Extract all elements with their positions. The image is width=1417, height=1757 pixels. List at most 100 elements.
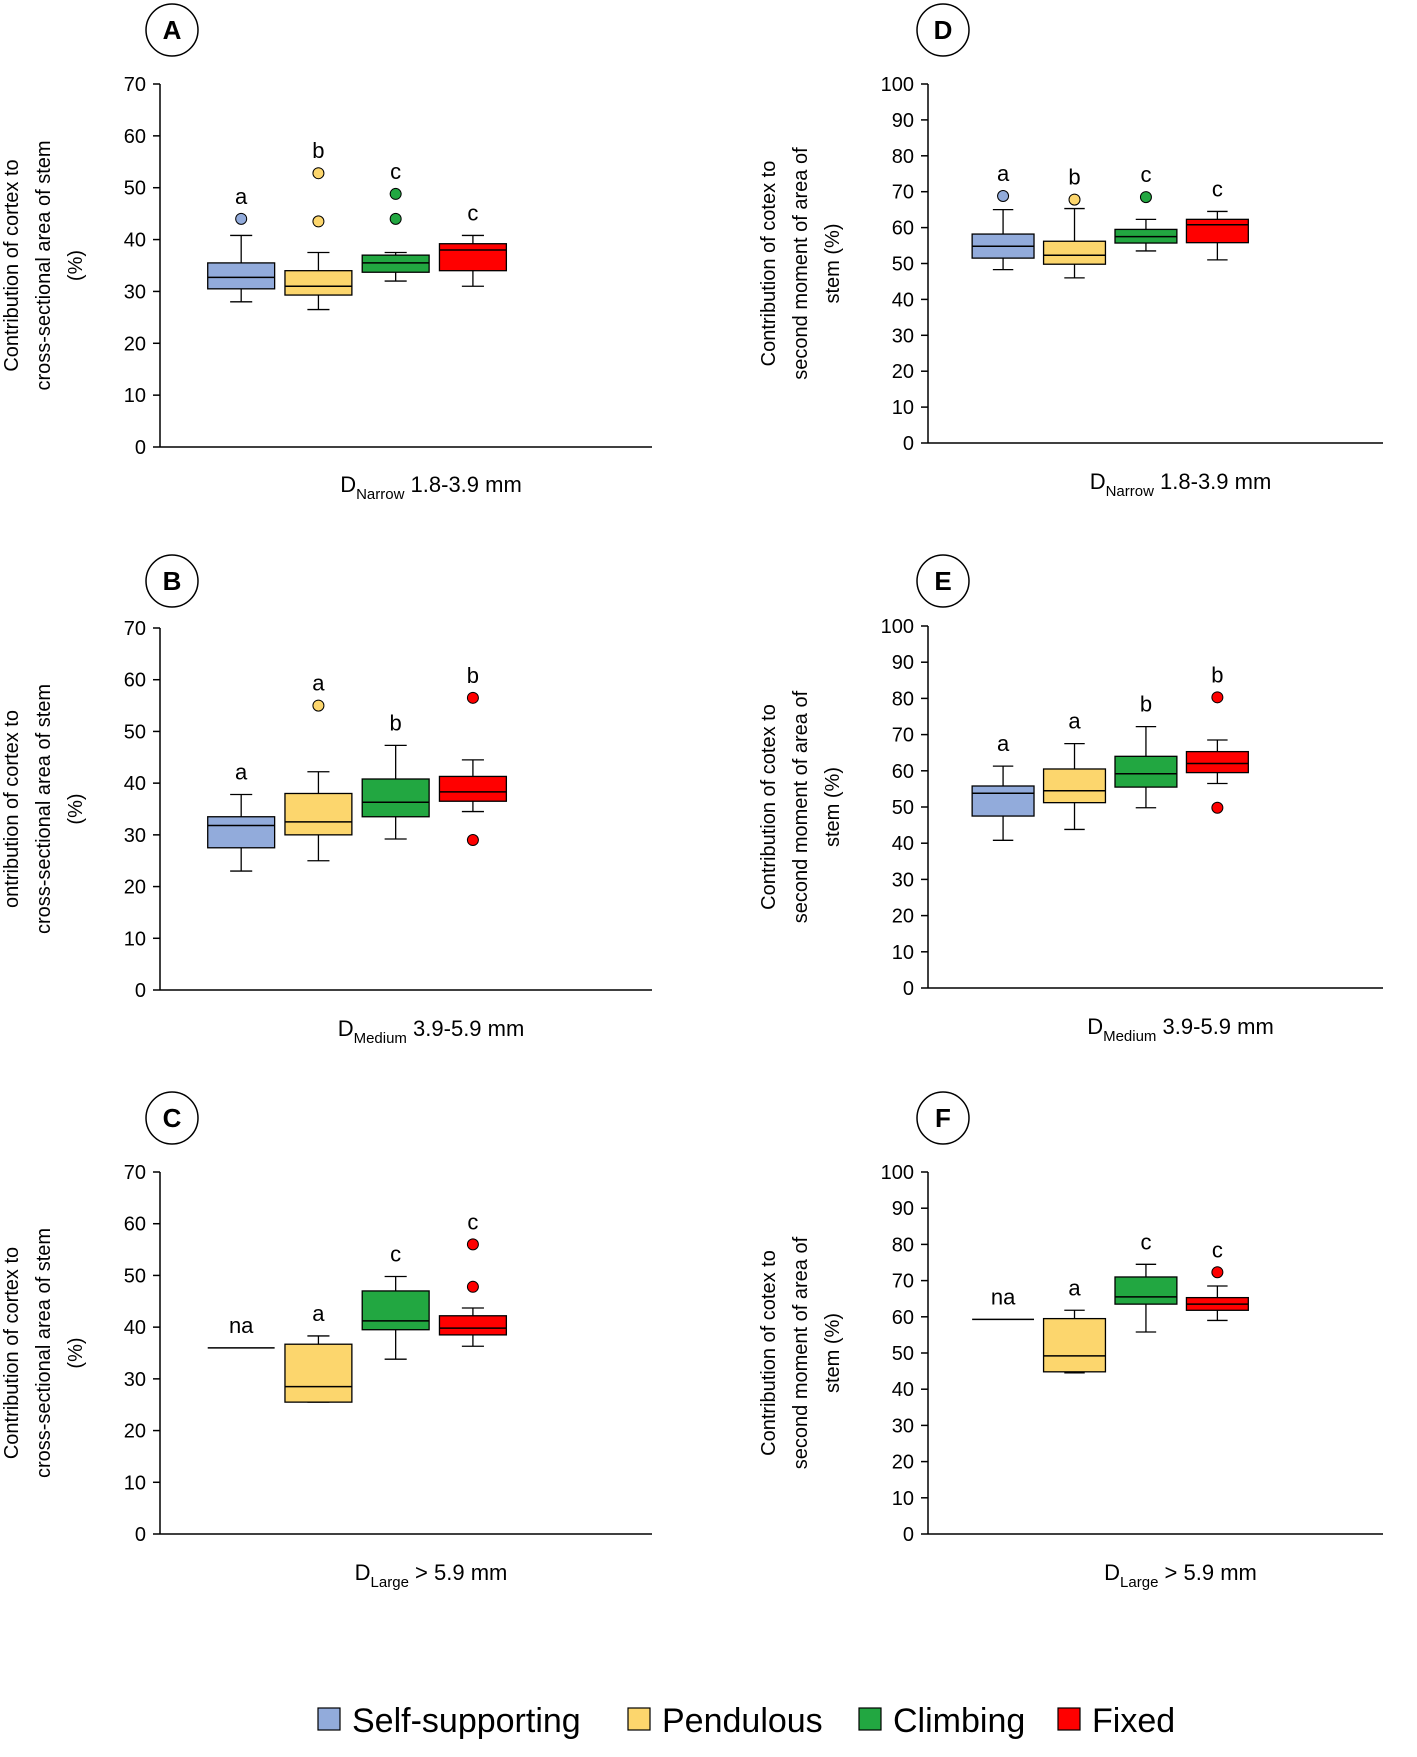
significance-letter: a [1068, 709, 1081, 734]
legend-item-self-supporting: Self-supporting [317, 1702, 581, 1740]
legend-swatch [858, 1707, 882, 1731]
x-axis-label: DMedium 3.9-5.9 mm [1087, 1014, 1274, 1045]
y-axis-label-line: stem (%) [822, 1313, 844, 1393]
y-tick-label: 40 [124, 773, 146, 795]
y-tick-label: 10 [124, 928, 146, 950]
outlier-point [997, 190, 1010, 203]
x-axis-label-subscript: Medium [1103, 1028, 1156, 1045]
iqr-box [361, 778, 430, 818]
x-axis-label: DNarrow 1.8-3.9 mm [340, 472, 522, 503]
y-tick-label: 90 [892, 110, 914, 132]
box-fixed: c [438, 200, 508, 287]
box-climbing: c [1114, 162, 1178, 252]
y-axis-label-line: second moment of area of [790, 690, 812, 923]
y-tick-label: 70 [124, 618, 146, 640]
panel-c: C 0 10 20 30 40 50 60 70 Contribution of cortex t… [1, 1091, 652, 1591]
panel-label-circle [145, 3, 199, 57]
y-tick-label: 0 [135, 980, 146, 1002]
y-tick-label: 20 [892, 361, 914, 383]
iqr-box [1042, 1317, 1107, 1373]
y-tick-label: 80 [892, 146, 914, 168]
x-axis-label: DNarrow 1.8-3.9 mm [1090, 469, 1272, 500]
significance-letter: c [1140, 162, 1151, 187]
y-tick-label: 40 [892, 833, 914, 855]
significance-letter: c [390, 1241, 401, 1266]
y-tick-label: 20 [892, 1452, 914, 1474]
x-axis-label-subscript: Narrow [1106, 483, 1155, 500]
x-axis-label-prefix: D [355, 1560, 371, 1585]
iqr-box [284, 792, 353, 836]
box-fixed: b [438, 663, 508, 847]
y-tick-label: 0 [135, 1524, 146, 1546]
y-tick-label: 30 [892, 1415, 914, 1437]
x-axis-label-prefix: D [1104, 1560, 1120, 1585]
x-axis-label-prefix: D [1090, 469, 1106, 494]
y-tick-label: 30 [892, 869, 914, 891]
significance-letter: a [235, 760, 248, 785]
x-axis-label-subscript: Large [371, 1574, 409, 1591]
x-axis-label-subscript: Narrow [356, 486, 405, 503]
outlier-point [466, 1280, 479, 1293]
outlier-point [466, 691, 479, 704]
iqr-box [1114, 1276, 1178, 1305]
y-tick-label: 70 [892, 1271, 914, 1293]
panel-label-circle [916, 1091, 970, 1145]
significance-letter: a [997, 731, 1010, 756]
y-tick-label: 50 [124, 1265, 146, 1287]
iqr-box [438, 775, 508, 802]
y-tick-label: 0 [903, 1524, 914, 1546]
outlier-point [466, 1238, 479, 1251]
significance-letter: b [1211, 662, 1223, 687]
box-self-supporting: na [972, 1284, 1035, 1321]
y-tick-label: 0 [903, 978, 914, 1000]
box-climbing: c [1114, 1229, 1178, 1333]
iqr-box [1042, 768, 1107, 804]
y-tick-label: 0 [903, 433, 914, 455]
legend-label: Self-supporting [352, 1702, 581, 1740]
panel-label: A [163, 15, 182, 45]
x-axis-label-range: 3.9-5.9 mm [407, 1016, 524, 1041]
y-axis-label-line: Contribution of cotex to [758, 1250, 780, 1456]
y-axis-label-line: cross-sectional area of stem [33, 140, 55, 390]
iqr-box [207, 816, 276, 849]
x-axis-label-prefix: D [338, 1016, 354, 1041]
y-axis-label-line: (%) [65, 250, 87, 281]
significance-letter: c [1212, 1237, 1223, 1262]
x-axis-label-subscript: Large [1120, 1574, 1158, 1591]
y-tick-label: 90 [892, 1198, 914, 1220]
significance-letter: b [467, 663, 479, 688]
panel-a: A 0 10 20 30 40 50 60 70 Contribution of cortex t… [1, 3, 652, 503]
box-climbing: c [361, 159, 430, 282]
panel-label: F [935, 1103, 951, 1133]
outlier-point [389, 212, 402, 225]
iqr-box [971, 785, 1035, 817]
y-tick-label: 10 [892, 397, 914, 419]
y-tick-label: 50 [892, 254, 914, 276]
legend-item-climbing: Climbing [858, 1702, 1025, 1740]
x-axis-label-range: 1.8-3.9 mm [1154, 469, 1271, 494]
y-tick-label: 80 [892, 1234, 914, 1256]
iqr-box [1185, 750, 1249, 774]
significance-letter: c [1140, 1229, 1151, 1254]
y-axis-label-line: ontribution of cortex to [1, 710, 23, 908]
legend-label: Climbing [893, 1702, 1025, 1740]
y-tick-label: 20 [124, 1421, 146, 1443]
outlier-point [235, 212, 248, 225]
box-pendulous: b [1042, 165, 1107, 279]
panel-label-circle [916, 554, 970, 608]
y-tick-label: 60 [124, 1214, 146, 1236]
significance-letter: b [1068, 165, 1080, 190]
outlier-point [312, 699, 325, 712]
box-self-supporting: na [207, 1313, 275, 1349]
outlier-point [312, 215, 325, 228]
y-tick-label: 10 [892, 942, 914, 964]
significance-letter: na [991, 1284, 1016, 1309]
y-axis-label-line: second moment of area of [790, 147, 812, 380]
y-tick-label: 40 [892, 289, 914, 311]
y-tick-label: 100 [881, 616, 914, 638]
box-self-supporting: a [207, 760, 276, 872]
legend-swatch [317, 1707, 341, 1731]
box-self-supporting: a [207, 184, 276, 303]
y-tick-label: 10 [892, 1488, 914, 1510]
iqr-box [438, 1315, 508, 1336]
